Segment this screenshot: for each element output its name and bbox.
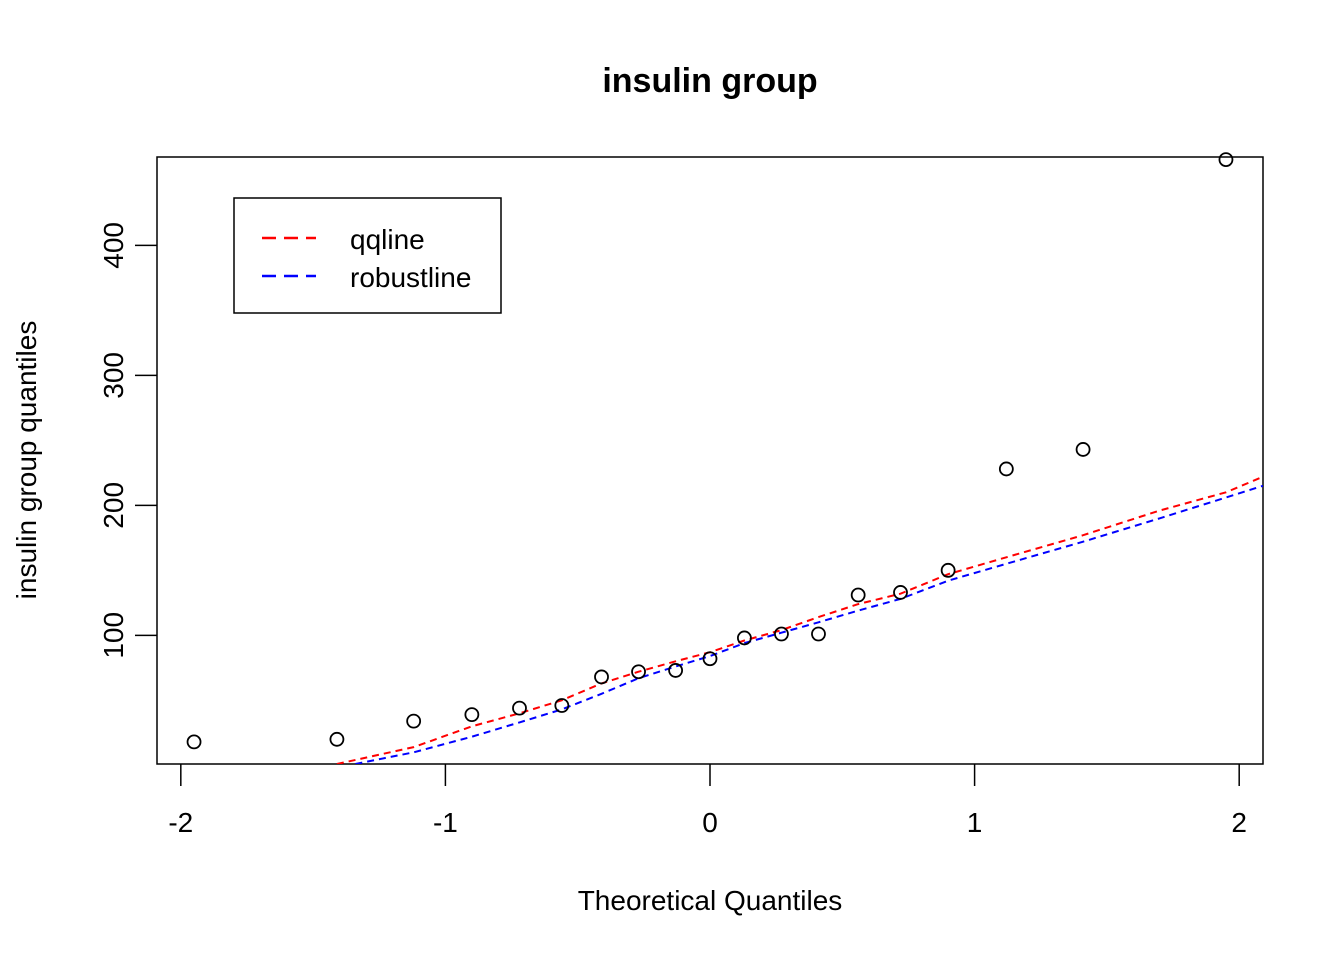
legend: qqline robustline [233, 197, 502, 314]
data-point [329, 731, 345, 747]
data-point [1075, 442, 1091, 457]
data-point [512, 700, 527, 716]
data-point [850, 587, 866, 603]
series-line-qqline [336, 475, 1263, 764]
y-tick-label: 200 [98, 482, 129, 529]
x-tick-label: 1 [967, 807, 983, 838]
data-point [464, 707, 480, 723]
legend-box [233, 197, 502, 314]
data-point [998, 461, 1014, 477]
x-tick-label: -1 [433, 807, 458, 838]
data-point [893, 585, 908, 600]
data-point [406, 713, 422, 729]
data-point [811, 626, 826, 642]
data-point [940, 562, 956, 578]
data-point [736, 630, 752, 646]
x-tick-label: 2 [1231, 807, 1247, 838]
data-point [702, 651, 718, 667]
data-point [594, 669, 609, 685]
x-tick-label: -2 [168, 807, 193, 838]
data-point [631, 664, 646, 680]
x-tick-label: 0 [702, 807, 718, 838]
data-point [1218, 152, 1234, 167]
chart-title: insulin group [602, 62, 817, 100]
y-tick-label: 400 [98, 222, 129, 269]
x-axis-label: Theoretical Quantiles [578, 885, 843, 916]
legend-label-robustline: robustline [350, 262, 471, 293]
series-line-robustline [355, 484, 1263, 764]
series-layer [186, 152, 1263, 764]
y-tick-label: 300 [98, 352, 129, 399]
y-axis-label: insulin group quantiles [11, 321, 42, 600]
data-point [668, 663, 684, 678]
y-axis: 100 200 300 400 [98, 222, 157, 659]
y-tick-label: 100 [98, 612, 129, 659]
data-point [554, 698, 570, 713]
data-point [186, 734, 202, 750]
legend-label-qqline: qqline [350, 224, 425, 255]
x-axis: -2 -1 0 1 2 [168, 764, 1247, 838]
data-point [774, 626, 789, 642]
